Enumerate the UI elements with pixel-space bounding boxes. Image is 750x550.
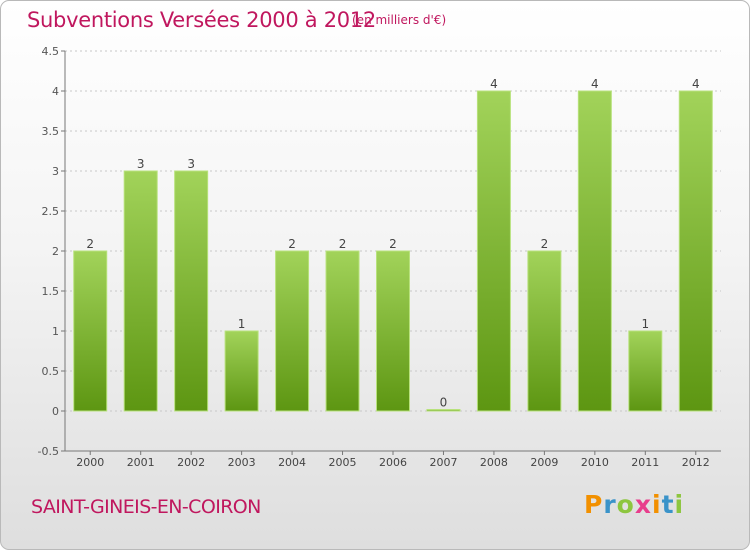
x-tick-label: 2008 — [480, 456, 508, 469]
chart-subtitle: (en milliers d'€) — [352, 13, 447, 27]
data-label: 3 — [137, 157, 145, 171]
y-tick-label: -0.5 — [38, 445, 59, 458]
data-label: 4 — [490, 77, 498, 91]
x-tick-label: 2002 — [177, 456, 205, 469]
x-tick-label: 2012 — [682, 456, 710, 469]
chart-title: Subventions Versées 2000 à 2012 — [27, 8, 376, 32]
y-tick-label: 0 — [52, 405, 59, 418]
logo-letter: t — [661, 490, 675, 519]
data-label: 4 — [591, 77, 599, 91]
data-label: 2 — [339, 237, 347, 251]
x-tick-label: 2011 — [631, 456, 659, 469]
logo-letter: i — [674, 490, 685, 519]
x-tick-label: 2010 — [581, 456, 609, 469]
bar — [123, 170, 158, 412]
data-label: 1 — [238, 317, 246, 331]
bar — [678, 90, 713, 412]
data-label: 2 — [541, 237, 549, 251]
logo-letter: r — [603, 490, 617, 519]
logo-letter: i — [652, 490, 662, 519]
bar — [376, 250, 410, 412]
y-tick-label: 2 — [52, 245, 59, 258]
y-tick-label: 4.5 — [42, 45, 60, 58]
bar — [527, 250, 562, 412]
bar — [476, 90, 511, 412]
data-label: 2 — [288, 237, 296, 251]
data-label: 0 — [440, 396, 448, 410]
bar — [224, 330, 259, 412]
logo-letter: x — [634, 490, 652, 519]
x-tick-label: 2000 — [76, 456, 104, 469]
bar — [577, 90, 612, 412]
y-tick-label: 4 — [52, 85, 59, 98]
x-tick-label: 2009 — [530, 456, 558, 469]
y-tick-label: 1 — [52, 325, 59, 338]
y-tick-label: 3 — [52, 165, 59, 178]
y-tick-label: 1.5 — [42, 285, 60, 298]
x-tick-label: 2006 — [379, 456, 407, 469]
y-tick-label: 0.5 — [42, 365, 60, 378]
logo-letter: P — [584, 490, 604, 519]
x-tick-label: 2007 — [429, 456, 457, 469]
data-label: 2 — [389, 237, 397, 251]
x-tick-label: 2004 — [278, 456, 306, 469]
y-tick-label: 2.5 — [42, 205, 60, 218]
x-tick-label: 2003 — [228, 456, 256, 469]
bar — [325, 250, 360, 412]
commune-name: SAINT-GINEIS-EN-COIRON — [31, 496, 261, 518]
logo-letter: o — [616, 490, 635, 519]
proxiti-logo: Proxiti — [584, 490, 684, 519]
x-tick-label: 2001 — [127, 456, 155, 469]
data-label: 4 — [692, 77, 700, 91]
data-label: 1 — [641, 317, 649, 331]
y-tick-label: 3.5 — [42, 125, 60, 138]
data-label: 2 — [86, 237, 94, 251]
bar-chart: -0.5 0 0.5 1 1.5 2 2.5 3 3.5 4 4.5 2 2000 3 2001 3 2002 1… — [38, 45, 721, 469]
x-tick-label: 2005 — [329, 456, 357, 469]
bar — [174, 170, 209, 412]
bar — [275, 250, 310, 412]
data-label: 3 — [187, 157, 195, 171]
bar — [628, 330, 663, 412]
bar — [73, 250, 108, 412]
bar — [426, 409, 461, 412]
